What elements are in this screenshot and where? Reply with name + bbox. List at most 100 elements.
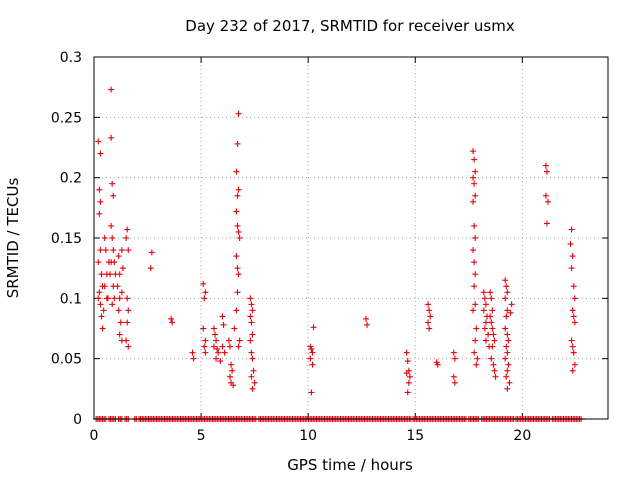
data-point — [474, 355, 481, 362]
data-point — [569, 253, 576, 260]
data-point — [124, 295, 131, 302]
data-point — [97, 198, 104, 205]
data-point — [542, 162, 549, 169]
data-point — [116, 271, 123, 278]
x-tick-label: 0 — [90, 428, 99, 444]
data-point — [99, 325, 106, 332]
data-point — [451, 355, 458, 362]
data-point — [472, 192, 479, 199]
data-points — [93, 86, 586, 422]
data-point — [168, 315, 175, 322]
data-point — [248, 349, 255, 356]
data-point — [213, 337, 220, 344]
data-point — [215, 349, 222, 356]
data-point — [503, 313, 510, 320]
data-point — [490, 331, 497, 338]
data-point — [235, 228, 242, 235]
data-point — [487, 289, 494, 296]
data-point — [470, 198, 477, 205]
data-point — [434, 361, 441, 368]
x-tick-label: 15 — [406, 428, 424, 444]
data-point — [489, 343, 496, 350]
data-point — [210, 343, 217, 350]
data-point — [200, 280, 207, 287]
data-point — [482, 319, 489, 326]
data-point — [502, 355, 509, 362]
data-point — [230, 382, 237, 389]
data-point — [505, 337, 512, 344]
data-point — [570, 313, 577, 320]
data-point — [491, 337, 498, 344]
data-point — [101, 235, 108, 241]
data-point — [169, 319, 176, 326]
data-point — [309, 361, 316, 368]
y-tick-label: 0.2 — [60, 171, 82, 187]
data-point — [505, 361, 512, 368]
data-point — [231, 325, 238, 332]
data-point — [571, 295, 578, 302]
data-point — [247, 337, 254, 344]
data-point — [202, 349, 209, 356]
data-point — [247, 313, 254, 320]
data-point — [110, 192, 117, 199]
y-tick-label: 0.25 — [51, 110, 82, 126]
data-point — [425, 301, 432, 308]
data-point — [404, 358, 411, 365]
data-point — [568, 265, 575, 272]
data-point — [472, 337, 479, 344]
data-point — [482, 301, 489, 308]
y-tick-label: 0.15 — [51, 231, 82, 247]
data-point — [470, 174, 477, 181]
data-point — [426, 307, 433, 314]
data-point — [125, 247, 132, 254]
data-point — [488, 355, 495, 362]
y-tick-label: 0.3 — [60, 50, 82, 66]
data-point — [96, 289, 103, 296]
data-point — [309, 349, 316, 356]
data-point — [233, 253, 240, 260]
data-point — [508, 301, 515, 308]
data-point — [115, 253, 122, 260]
data-point — [95, 295, 102, 302]
data-point — [543, 168, 550, 175]
data-point — [569, 343, 576, 350]
data-point — [507, 309, 514, 316]
data-point — [102, 247, 109, 254]
data-point — [472, 271, 479, 278]
data-point — [98, 271, 105, 278]
data-point — [249, 385, 256, 392]
data-point — [114, 283, 121, 290]
data-point — [249, 355, 256, 362]
data-point — [571, 361, 578, 368]
data-point — [571, 319, 578, 326]
data-point — [405, 379, 412, 386]
data-point — [118, 289, 125, 296]
data-point — [95, 259, 102, 266]
data-point — [480, 289, 487, 296]
data-point — [118, 247, 125, 254]
data-point — [471, 180, 478, 187]
data-point — [251, 379, 258, 386]
data-point — [124, 226, 131, 233]
data-point — [308, 389, 315, 396]
data-point — [503, 343, 510, 350]
data-point — [482, 337, 489, 344]
data-point — [116, 331, 123, 338]
data-point — [109, 180, 116, 187]
data-point — [569, 367, 576, 374]
data-point — [567, 241, 574, 248]
data-point — [473, 361, 480, 368]
data-point — [406, 373, 413, 380]
data-point — [569, 307, 576, 314]
data-point — [403, 349, 410, 356]
data-point — [226, 343, 233, 350]
data-point — [189, 349, 196, 356]
data-point — [247, 295, 254, 302]
data-point — [249, 331, 256, 338]
data-point — [96, 186, 103, 193]
data-point — [545, 198, 552, 205]
data-point — [472, 235, 479, 241]
data-point — [200, 325, 207, 332]
data-point — [125, 343, 132, 350]
